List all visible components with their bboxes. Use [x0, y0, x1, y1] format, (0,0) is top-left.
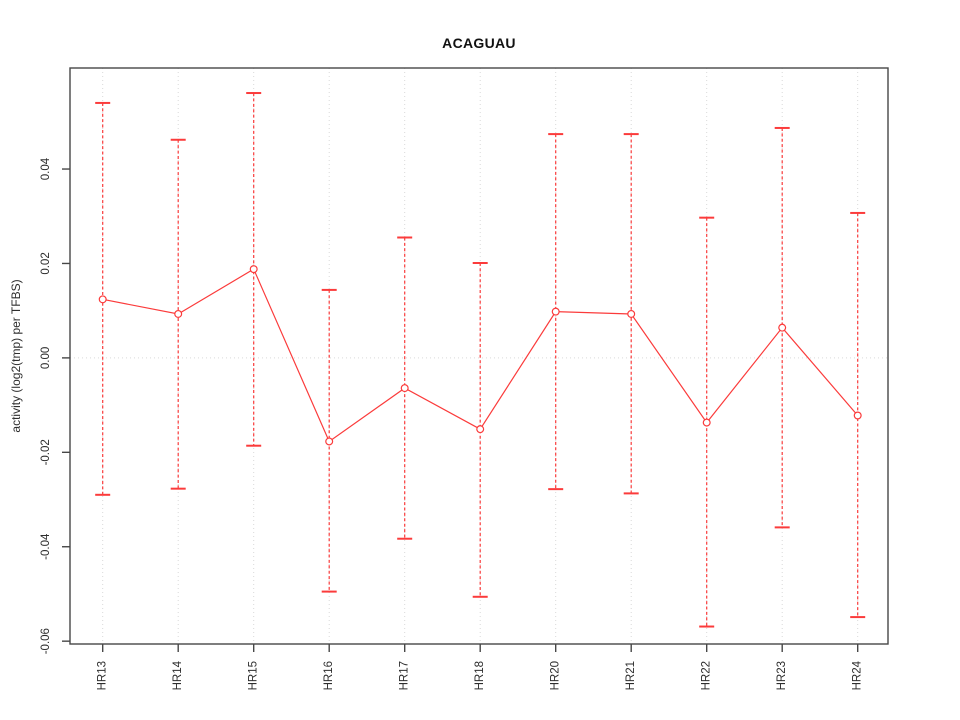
- y-tick-label: 0.02: [40, 252, 52, 274]
- error-bar: [548, 133, 564, 491]
- x-tick-label: HR13: [97, 661, 109, 690]
- data-point: [249, 265, 258, 274]
- x-tick-label: HR20: [550, 661, 562, 690]
- data-point: [174, 309, 183, 318]
- error-bar: [397, 236, 413, 540]
- error-bar: [472, 261, 488, 598]
- data-point: [325, 437, 334, 446]
- x-tick-label: HR21: [625, 661, 637, 690]
- x-tick-label: HR24: [852, 660, 864, 690]
- y-tick-label: -0.02: [40, 439, 52, 465]
- data-point: [627, 309, 636, 318]
- plot-border: [69, 67, 889, 645]
- x-tick-label: HR22: [701, 661, 713, 690]
- y-tick-label: -0.04: [40, 533, 52, 560]
- x-tick-label: HR17: [399, 661, 411, 690]
- y-tick-label: 0.00: [40, 347, 52, 369]
- data-point: [778, 323, 787, 332]
- y-axis-title: activity (log2(tmp) per TFBS): [9, 279, 23, 432]
- data-point: [400, 384, 409, 393]
- chart-title: ACAGUAU: [442, 35, 516, 51]
- x-tick-label: HR15: [248, 661, 260, 690]
- error-bar: [699, 216, 715, 628]
- data-point: [702, 418, 711, 427]
- y-tick-label: -0.06: [40, 628, 52, 654]
- data-point: [551, 307, 560, 316]
- error-bar: [774, 126, 790, 529]
- y-tick-label: 0.04: [40, 157, 52, 180]
- error-bar: [321, 288, 337, 593]
- x-tick-label: HR14: [172, 660, 184, 690]
- x-tick-label: HR16: [323, 661, 335, 690]
- error-bar: [246, 92, 262, 447]
- data-point: [853, 411, 862, 420]
- x-tick-label: HR18: [474, 661, 486, 690]
- data-point: [476, 425, 485, 434]
- x-tick-label: HR23: [776, 661, 788, 690]
- data-point: [98, 295, 107, 304]
